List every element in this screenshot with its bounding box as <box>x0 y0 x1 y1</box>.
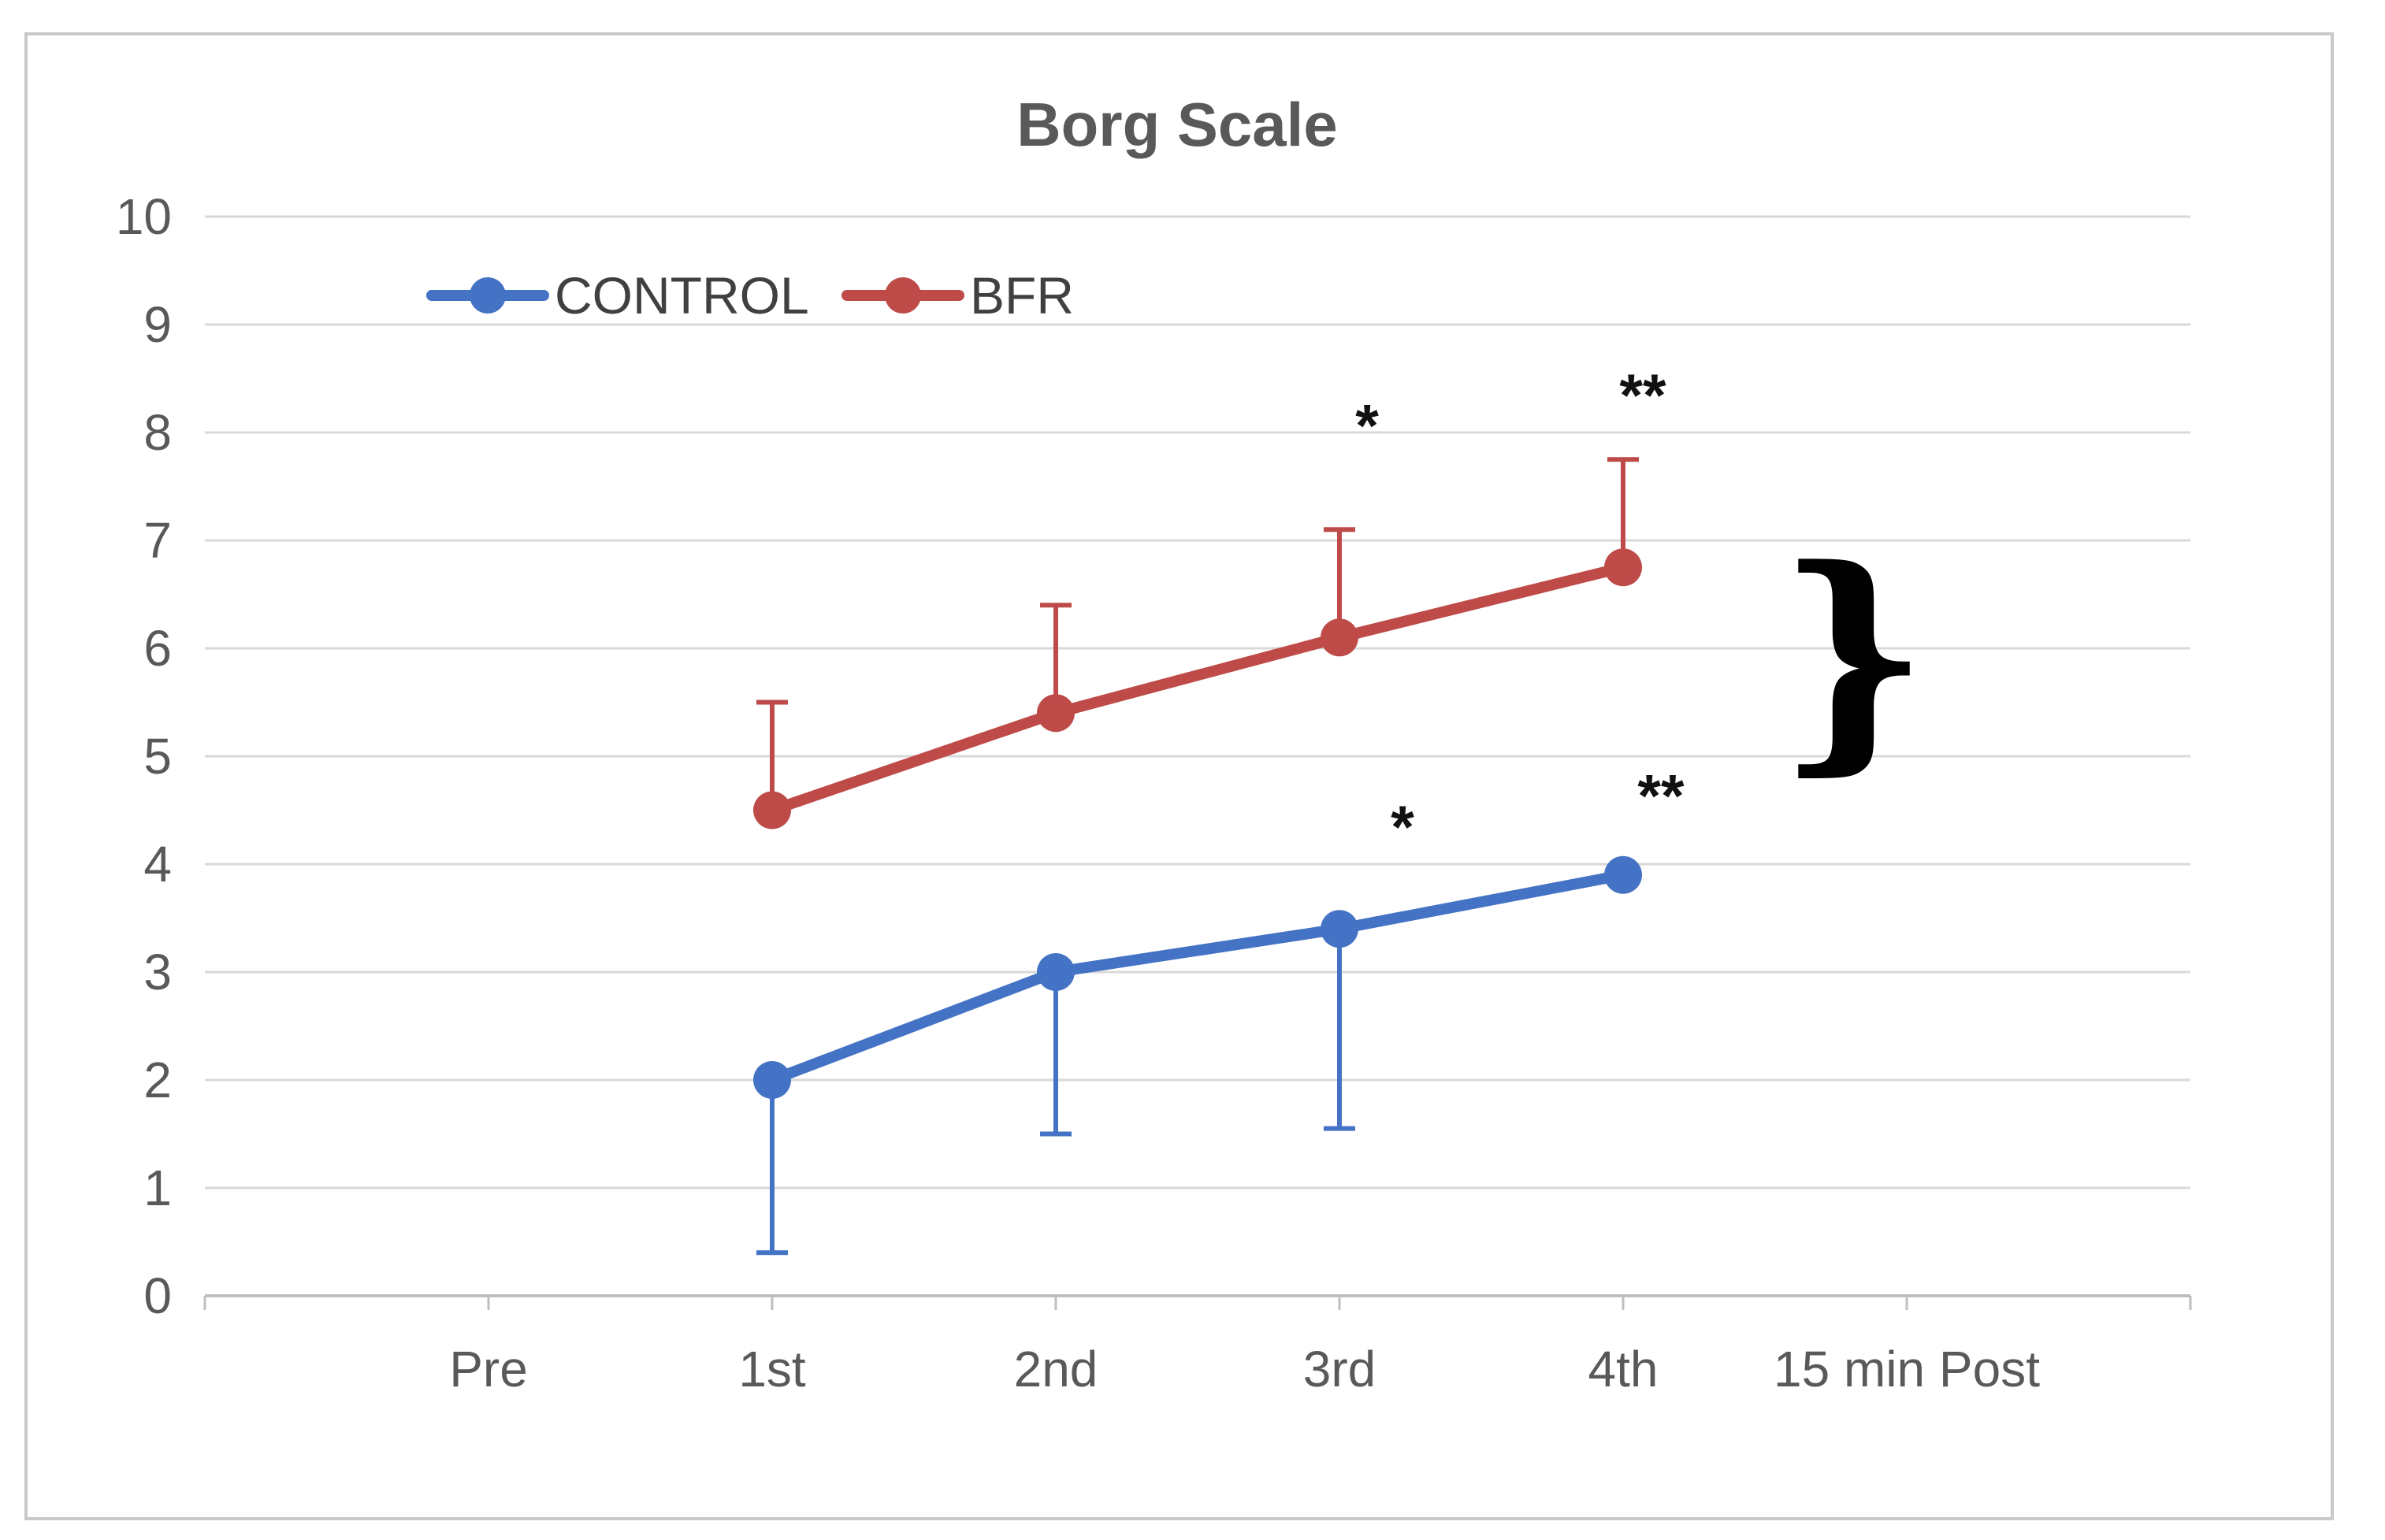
y-tick-label: 8 <box>143 404 172 461</box>
control-legend-marker-icon <box>470 277 506 314</box>
control-data-point-marker[interactable] <box>1321 910 1358 948</box>
y-tick-label: 4 <box>143 836 172 892</box>
control-series-line <box>767 869 1629 1085</box>
legend-item-bfr[interactable]: BFR <box>841 266 1074 325</box>
y-tick-label: 3 <box>143 944 172 1000</box>
annotations: * *** **} <box>1355 362 1930 861</box>
significance-asterisk-annotation: * <box>1355 392 1379 459</box>
x-tick-label: 1st <box>738 1341 806 1397</box>
y-tick-label: 0 <box>143 1267 172 1324</box>
y-tick-label: 9 <box>143 296 172 353</box>
x-tick-label: 4th <box>1588 1341 1659 1397</box>
legend: CONTROL BFR <box>426 266 1074 325</box>
bfr-series <box>753 457 1642 829</box>
x-axis-tick-labels: Pre 1st 2nd 3rd 4th 15 min Post <box>449 1341 2040 1397</box>
control-data-point-marker[interactable] <box>1604 855 1642 894</box>
x-tick-label: 15 min Post <box>1774 1341 2040 1397</box>
legend-label-control: CONTROL <box>555 266 809 325</box>
bfr-series-line <box>767 562 1629 816</box>
bfr-data-point-marker[interactable] <box>753 791 791 829</box>
figure-border <box>24 32 2334 1520</box>
y-tick-label: 5 <box>143 728 172 785</box>
bfr-data-point-marker[interactable] <box>1321 618 1358 657</box>
bfr-data-point-marker[interactable] <box>1037 694 1075 733</box>
y-tick-label: 10 <box>116 188 172 245</box>
y-axis-tick-labels: 0 1 2 3 4 5 6 7 8 9 10 <box>116 188 172 1324</box>
curly-brace-annotation: } <box>1777 517 1930 796</box>
data-series <box>753 457 1642 1256</box>
legend-label-bfr: BFR <box>970 266 1074 325</box>
control-data-point-marker[interactable] <box>753 1061 791 1099</box>
control-series <box>753 855 1642 1256</box>
y-tick-label: 1 <box>143 1160 172 1216</box>
legend-item-control[interactable]: CONTROL <box>426 266 809 325</box>
x-axis <box>203 1294 2192 1310</box>
x-tick-label: 2nd <box>1014 1341 1098 1397</box>
significance-asterisk-annotation: ** <box>1637 763 1685 829</box>
significance-asterisk-annotation: ** <box>1619 362 1666 429</box>
significance-asterisk-annotation: * <box>1391 794 1414 861</box>
gridlines <box>205 215 2190 1189</box>
y-tick-label: 7 <box>143 512 172 569</box>
x-tick-label: Pre <box>449 1341 528 1397</box>
chart-title: Borg Scale <box>1016 90 1337 159</box>
bfr-legend-marker-icon <box>885 277 921 314</box>
bfr-data-point-marker[interactable] <box>1604 548 1642 587</box>
y-tick-label: 2 <box>143 1052 172 1108</box>
control-data-point-marker[interactable] <box>1037 953 1075 991</box>
y-tick-label: 6 <box>143 620 172 677</box>
x-tick-label: 3rd <box>1303 1341 1376 1397</box>
